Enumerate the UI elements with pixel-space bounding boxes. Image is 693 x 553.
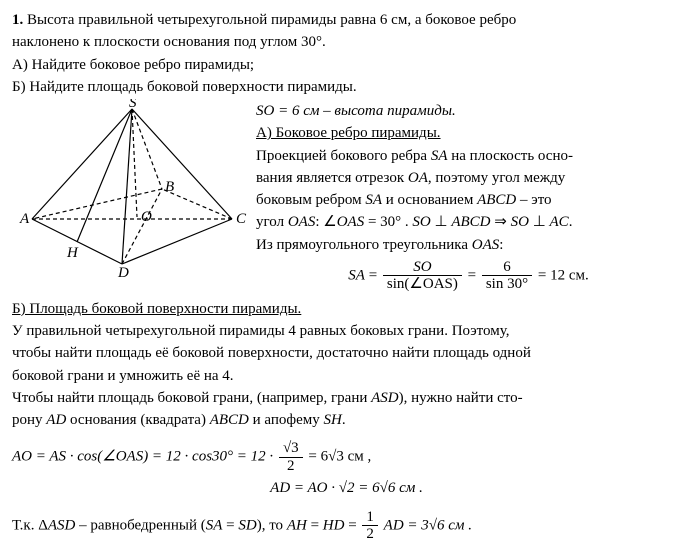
hd-1: HD [323, 517, 345, 533]
ah-1: AH [287, 517, 307, 533]
stmt-l1: Высота правильной четырехугольной пирами… [27, 12, 516, 28]
b-p6c: = [222, 517, 238, 533]
b-p6g: AD = 3√6 см . [384, 517, 472, 533]
eq1-lhs: AO = AS · cos(∠OAS) = 12 · cos30° = 12 · [12, 449, 273, 465]
p3c: – это [516, 192, 551, 208]
half-num: 1 [362, 509, 378, 527]
p1a: Проекцией бокового ребра [256, 148, 431, 164]
oas-1: OAS [288, 214, 316, 230]
sa-3: SA [206, 517, 223, 533]
eq-ao: AO = AS · cos(∠OAS) = 12 · cos30° = 12 ·… [12, 440, 681, 474]
eq-den2: sin 30° [482, 276, 532, 293]
p4g: . [569, 214, 573, 230]
part-a: А) Найдите боковое ребро пирамиды; [12, 55, 681, 75]
p4c: = 30° . [364, 214, 412, 230]
heading-b: Б) Площадь боковой поверхности пирамиды. [12, 301, 301, 317]
eq-res: = 12 см. [538, 267, 589, 283]
b-p5c: и апофему [249, 412, 324, 428]
b-p4a: Чтобы найти площадь боковой грани, (напр… [12, 390, 371, 406]
p4b: : ∠ [315, 214, 336, 230]
p4e: ⇒ [491, 214, 511, 230]
sd-1: SD [238, 517, 256, 533]
b-p6a: Т.к. Δ [12, 517, 48, 533]
half-den: 2 [362, 526, 378, 543]
p4d: ⊥ [431, 214, 452, 230]
p2b: , поэтому угол между [428, 170, 565, 186]
oas-3: OAS [472, 237, 500, 253]
abcd-1: ABCD [477, 192, 516, 208]
eq-den1: sin(∠OAS) [383, 276, 462, 293]
eq-sa: SA = SOsin(∠OAS) = 6sin 30° = 12 см. [256, 259, 681, 293]
ad-1: AD [46, 412, 66, 428]
eq1-num: √3 [279, 440, 303, 458]
label-o: O [141, 209, 152, 225]
b-p4b: ), нужно найти сто- [399, 390, 523, 406]
b-p1: У правильной четырехугольной пирамиды 4 … [12, 321, 681, 341]
eq-ad: AD = AO · √2 = 6√6 см . [12, 478, 681, 498]
label-h: H [66, 245, 79, 261]
p4f: ⊥ [529, 214, 550, 230]
b-p6e: = [307, 517, 323, 533]
given: SO = 6 см – высота пирамиды. [256, 103, 456, 119]
ac-1: AC [550, 214, 569, 230]
sa-1: SA [431, 148, 448, 164]
p3a: боковым ребром [256, 192, 365, 208]
part-b: Б) Найдите площадь боковой поверхности п… [12, 77, 681, 97]
b-p5b: основания (квадрата) [66, 412, 209, 428]
b-p3: боковой грани и умножить её на 4. [12, 366, 681, 386]
eq-lhs: SA [348, 267, 365, 283]
p2a: вания является отрезок [256, 170, 408, 186]
label-b: B [165, 179, 174, 195]
p5b: : [499, 237, 503, 253]
so-2: SO [511, 214, 529, 230]
b-p6b: – равнобедренный ( [75, 517, 205, 533]
pyramid-diagram: S A B C D O H [12, 99, 252, 279]
b-p6d: ), то [257, 517, 287, 533]
label-d: D [117, 265, 129, 279]
eq-num1: SO [383, 259, 462, 277]
so-1: SO [412, 214, 430, 230]
label-s: S [129, 99, 137, 111]
eq1-den: 2 [279, 458, 303, 475]
stmt-l2: наклонено к плоскости основания под угло… [12, 32, 681, 52]
asd-1: ASD [371, 390, 399, 406]
abcd-3: ABCD [210, 412, 249, 428]
p3b: и основанием [382, 192, 477, 208]
p1b: на плоскость осно- [448, 148, 574, 164]
asd-2: ASD [48, 517, 76, 533]
sa-2: SA [365, 192, 382, 208]
oa-1: OA [408, 170, 428, 186]
eq1-tail: = 6√3 см , [308, 449, 371, 465]
p4a: угол [256, 214, 288, 230]
label-a: A [19, 211, 30, 227]
b-p5a: рону [12, 412, 46, 428]
b-p6f: = [344, 517, 360, 533]
label-c: C [236, 211, 247, 227]
oas-2: OAS [337, 214, 365, 230]
p5a: Из прямоугольного треугольника [256, 237, 472, 253]
abcd-2: ABCD [451, 214, 490, 230]
heading-a: А) Боковое ребро пирамиды. [256, 125, 441, 141]
problem-number: 1. [12, 12, 23, 28]
b-p5d: . [342, 412, 346, 428]
b-p2: чтобы найти площадь её боковой поверхнос… [12, 343, 681, 363]
sh-1: SH [324, 412, 342, 428]
eq-num2: 6 [482, 259, 532, 277]
